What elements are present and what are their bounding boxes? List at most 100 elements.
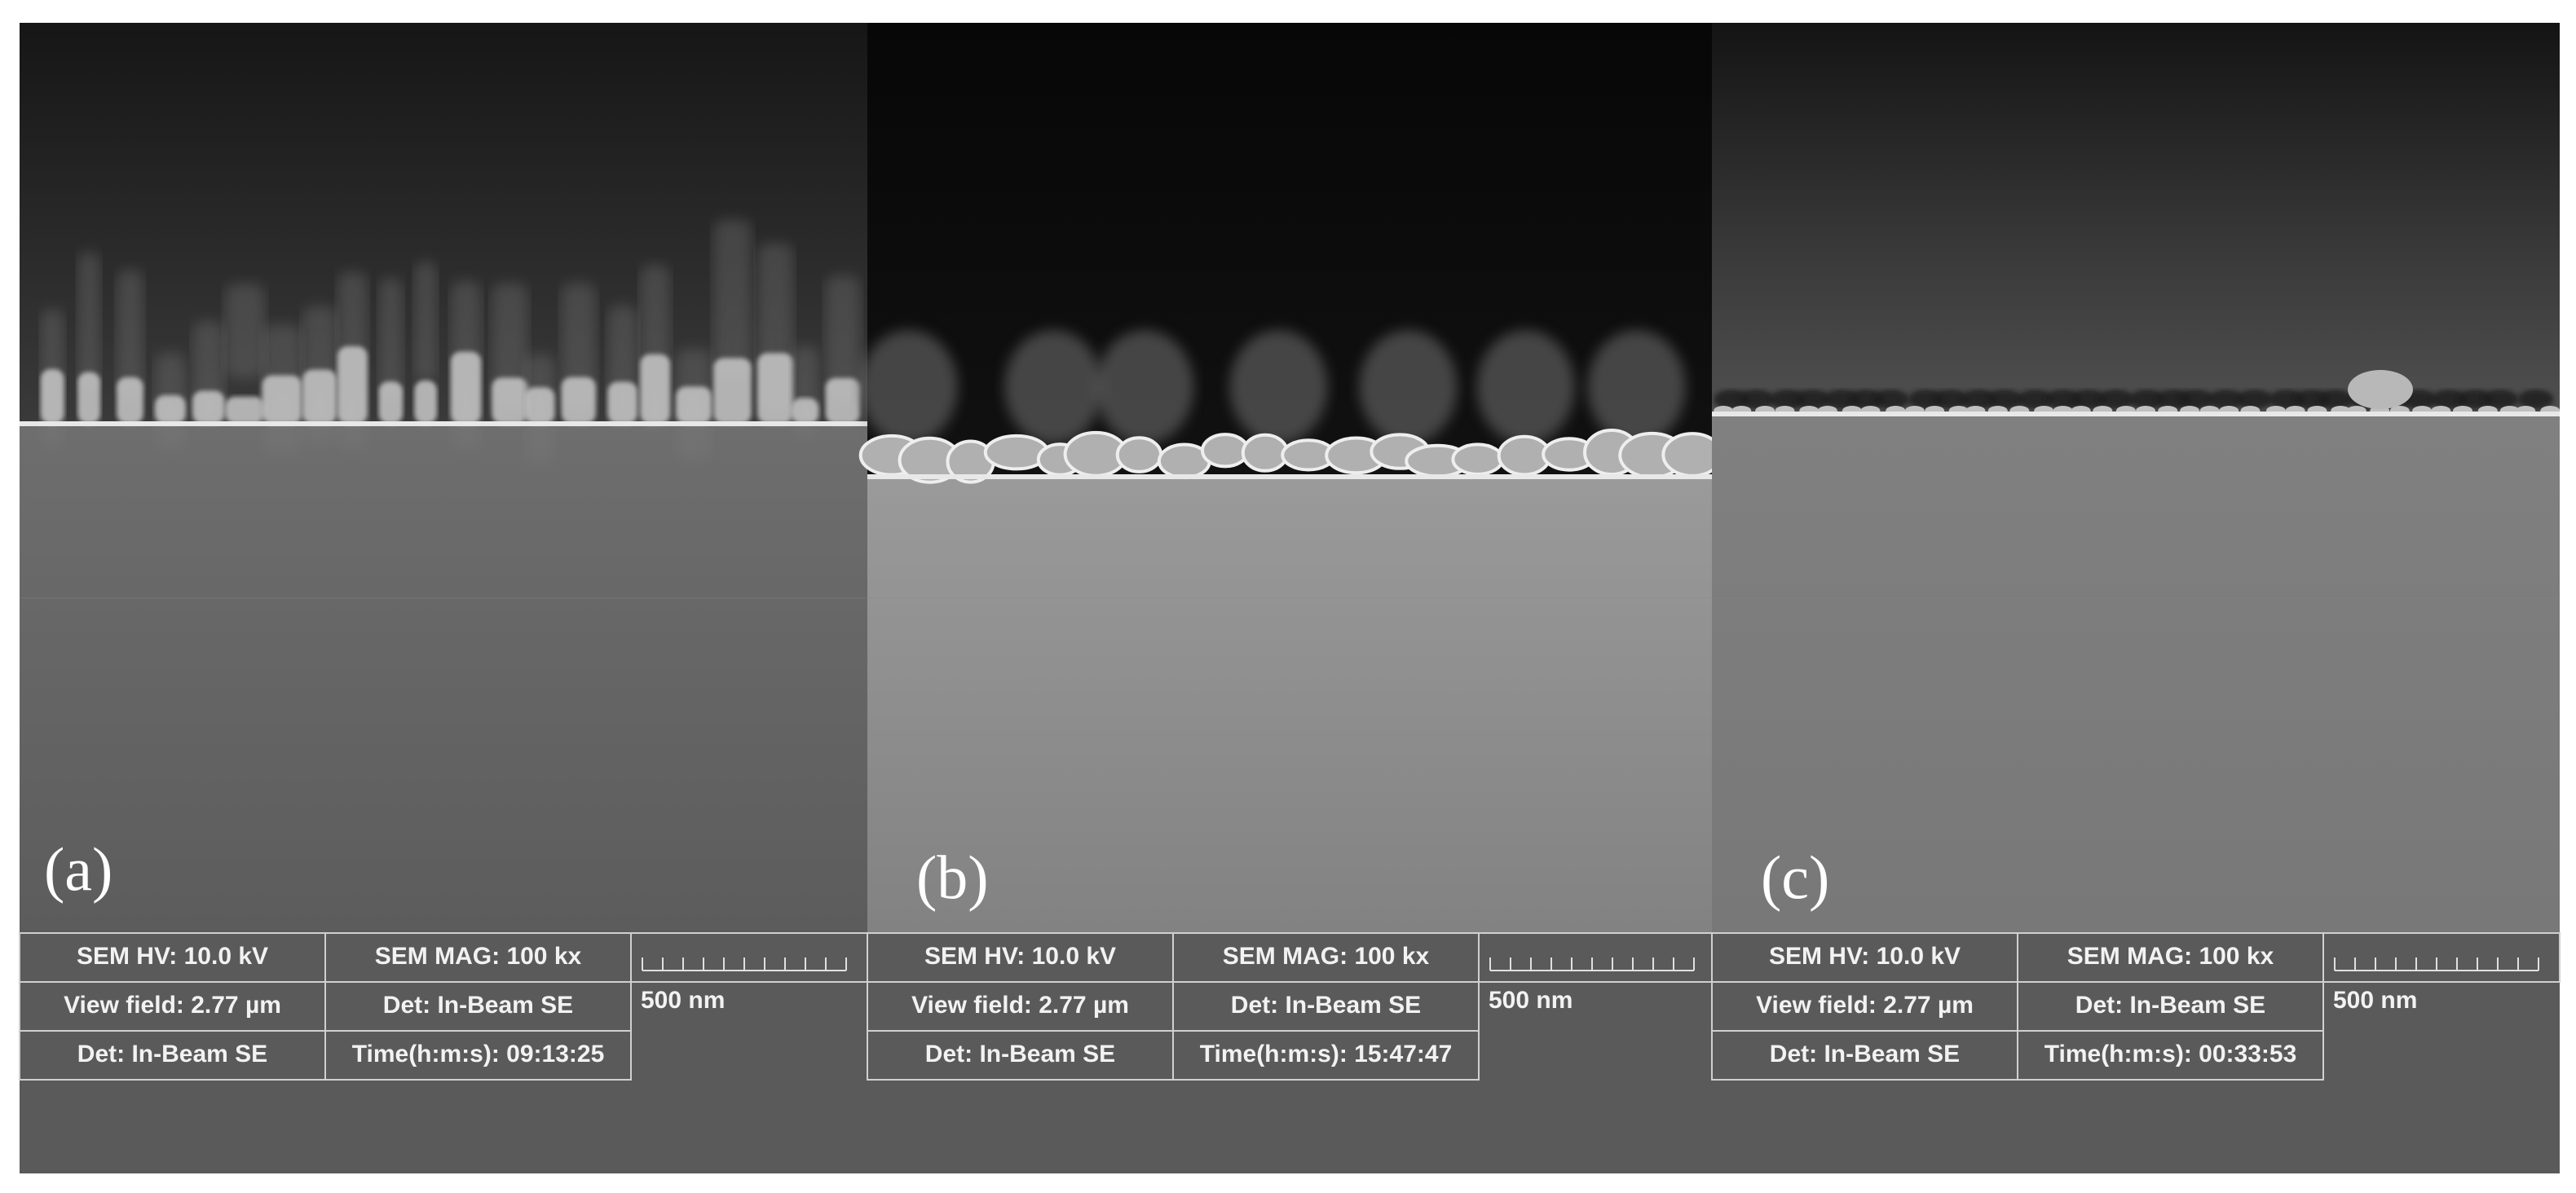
panel-label: (c)	[1761, 843, 1829, 912]
scale-label: 500 nm	[2333, 987, 2417, 1014]
nanopillar	[640, 354, 671, 424]
substrate	[867, 477, 1715, 933]
particle-shadow	[2128, 390, 2165, 409]
info-text: SEM HV: 10.0 kV	[77, 943, 268, 970]
grain	[1115, 436, 1163, 473]
particle-shadow	[1738, 390, 1775, 409]
particle-shadow	[2317, 390, 2353, 409]
nanopillar-shadow	[225, 284, 265, 378]
particle	[2348, 370, 2413, 409]
particle-shadow	[1714, 390, 1750, 409]
info-text: SEM HV: 10.0 kV	[924, 943, 1116, 970]
nanopillar	[154, 394, 186, 424]
nanopillar	[676, 386, 712, 424]
particle-shadow	[1932, 390, 1969, 409]
particle-shadow	[2044, 390, 2081, 409]
info-cell	[324, 1030, 632, 1081]
nanopillar	[337, 346, 368, 424]
substrate	[1712, 414, 2560, 933]
interface-line	[20, 421, 867, 426]
grain-shadow	[1229, 330, 1328, 444]
nanopillar-shadow	[492, 283, 528, 409]
particle-shadow	[1824, 390, 1860, 409]
info-text: Det: In-Beam SE	[1770, 1041, 1960, 1068]
grain-shadow	[1359, 330, 1458, 444]
nanopillar-shadow	[713, 219, 752, 378]
info-bar	[867, 933, 1715, 1173]
sem-background	[1712, 23, 2560, 414]
nanopillar-shadow	[117, 270, 143, 397]
scale-label: 500 nm	[1489, 987, 1573, 1014]
particle-shadow	[2268, 390, 2305, 409]
sem-panel: (b) SEM HV: 10.0 kV View field: 2.77 µm Det…	[858, 23, 1723, 1173]
grain-shadow	[1587, 330, 1686, 444]
nanopillar	[262, 375, 302, 424]
particle-shadow	[1794, 390, 1831, 409]
panel-label: (a)	[44, 835, 112, 904]
particle-shadow	[2017, 390, 2053, 409]
nanopillar-shadow	[414, 261, 438, 382]
nanopillar	[757, 353, 794, 424]
info-text: Det: In-Beam SE	[383, 992, 573, 1019]
info-text: Det: In-Beam SE	[2075, 992, 2265, 1019]
grain-shadow	[1096, 330, 1194, 444]
substrate	[20, 424, 867, 933]
particle-shadow	[1961, 390, 1997, 409]
info-text: Det: In-Beam SE	[77, 1041, 267, 1068]
nanopillar-shadow	[825, 275, 861, 401]
nanopillar-shadow	[378, 277, 404, 398]
nanopillar	[713, 358, 752, 424]
info-bar	[20, 933, 867, 1173]
grain-shadow	[1476, 330, 1575, 444]
nanopillar	[225, 396, 265, 424]
panel-label: (b)	[916, 843, 989, 912]
info-text: View field: 2.77 µm	[911, 992, 1129, 1019]
nanopillar	[378, 381, 404, 424]
particle-shadow	[2482, 390, 2519, 409]
nanopillar	[414, 380, 438, 424]
particle-shadow	[1769, 390, 1806, 409]
info-text: SEM HV: 10.0 kV	[1769, 943, 1961, 970]
info-bar	[1712, 933, 2560, 1173]
info-text: SEM MAG: 100 kx	[375, 943, 582, 970]
particle-shadow	[1986, 390, 2022, 409]
info-text: View field: 2.77 µm	[1756, 992, 1974, 1019]
grain	[1201, 433, 1250, 469]
nanopillar	[791, 398, 819, 424]
particle-shadow	[1872, 390, 1909, 409]
particle-shadow	[2208, 390, 2244, 409]
particle-shadow	[2236, 390, 2273, 409]
scale-label: 500 nm	[641, 987, 725, 1014]
nanopillar	[492, 377, 528, 424]
sem-panel: (c) SEM HV: 10.0 kV View field: 2.77 µm Det…	[1711, 23, 2561, 1173]
nanopillar	[117, 376, 143, 424]
particle-shadow	[2517, 390, 2554, 409]
particle-shadow	[2097, 390, 2134, 409]
nanopillar	[192, 390, 225, 424]
nanopillar	[77, 372, 101, 424]
info-text: Det: In-Beam SE	[925, 1041, 1115, 1068]
nanopillar-shadow	[77, 251, 101, 387]
nanopillar	[40, 368, 64, 424]
grain-shadow	[859, 330, 958, 444]
particle-shadow	[2177, 390, 2214, 409]
grain	[1451, 442, 1504, 476]
interface-line	[1712, 412, 2560, 416]
info-text: Det: In-Beam SE	[1231, 992, 1421, 1019]
interface-line	[867, 474, 1715, 479]
info-text: Time(h:m:s): 09:13:25	[352, 1041, 605, 1068]
info-cell	[2322, 932, 2561, 983]
grain	[1241, 433, 1290, 473]
particle-shadow	[2431, 390, 2468, 409]
info-text: SEM MAG: 100 kx	[1223, 943, 1430, 970]
info-cell	[2017, 1030, 2324, 1081]
nanopillar	[302, 369, 337, 424]
particle-shadow	[2071, 390, 2107, 409]
info-cell	[1172, 1030, 1480, 1081]
nanopillar	[825, 378, 861, 424]
grain-shadow	[1004, 330, 1103, 444]
info-text: SEM MAG: 100 kx	[2067, 943, 2274, 970]
info-text: Time(h:m:s): 00:33:53	[2044, 1041, 2297, 1068]
